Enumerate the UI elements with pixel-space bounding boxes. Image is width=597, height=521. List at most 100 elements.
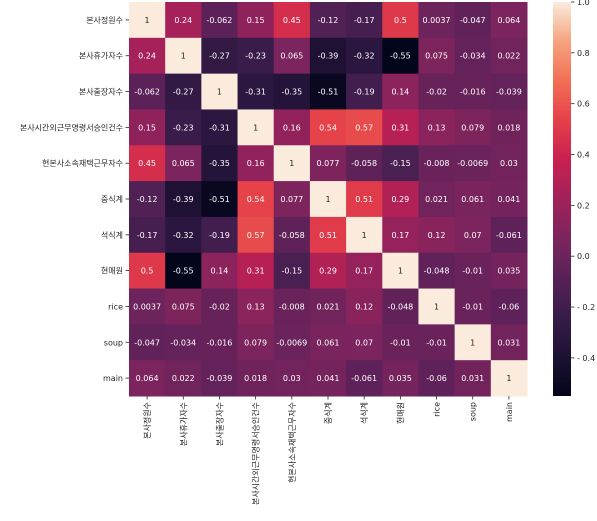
cell-value-label: -0.23 bbox=[245, 52, 266, 61]
heatmap-cell bbox=[165, 37, 202, 75]
cell-value-label: 1 bbox=[398, 267, 403, 276]
cell-value-label: 0.5 bbox=[394, 16, 407, 25]
heatmap-cell bbox=[165, 145, 202, 182]
colorbar: 1.0 0.8 0.6 0.4 0.2 0.0 - 0.2 - 0.4 bbox=[553, 0, 595, 396]
colorbar-tick-label: 0.0 bbox=[577, 252, 590, 261]
cell-value-label: 0.16 bbox=[247, 159, 265, 168]
heatmap-cell bbox=[418, 360, 456, 397]
cell-value-label: 0.57 bbox=[247, 231, 265, 240]
heatmap-cell bbox=[490, 216, 528, 254]
x-tick-label: rice bbox=[433, 402, 442, 417]
heatmap-cell bbox=[490, 252, 528, 290]
cell-value-label: 0.065 bbox=[280, 52, 303, 61]
heatmap-cell bbox=[454, 216, 492, 254]
cell-value-label: -0.01 bbox=[390, 338, 411, 347]
heatmap-cell bbox=[129, 252, 166, 290]
cell-value-label: -0.039 bbox=[496, 88, 522, 97]
cell-value-label: -0.062 bbox=[207, 16, 233, 25]
heatmap-cell bbox=[418, 288, 456, 325]
cell-value-label: -0.39 bbox=[173, 195, 194, 204]
cell-value-label: 1 bbox=[325, 195, 330, 204]
cell-value-label: 0.03 bbox=[283, 374, 301, 383]
cell-value-label: -0.034 bbox=[170, 338, 196, 347]
cell-value-label: -0.0069 bbox=[457, 159, 488, 168]
heatmap-cell bbox=[418, 109, 456, 146]
cell-value-label: -0.01 bbox=[462, 267, 483, 276]
y-tick-labels: 본사정원수본사휴가자수본사출장자수본사시간외근무명령서승인건수현본사소속재택근무… bbox=[20, 15, 129, 383]
cell-value-label: -0.31 bbox=[245, 88, 266, 97]
heatmap-cell bbox=[201, 73, 239, 110]
cell-value-label: 1 bbox=[289, 159, 294, 168]
cell-value-label: -0.35 bbox=[281, 88, 302, 97]
cell-value-label: 0.031 bbox=[497, 338, 520, 347]
cell-value-label: 0.14 bbox=[391, 88, 409, 97]
heatmap-cell bbox=[346, 216, 383, 254]
heatmap-cell bbox=[201, 181, 239, 218]
colorbar-tick-label: 0.2 bbox=[577, 201, 590, 210]
cell-value-label: 0.021 bbox=[425, 195, 448, 204]
heatmap-cell bbox=[490, 2, 528, 39]
heatmap-cell bbox=[382, 73, 419, 110]
cell-value-label: 0.12 bbox=[428, 231, 446, 240]
cell-value-label: 0.31 bbox=[391, 123, 409, 132]
heatmap-cell bbox=[129, 216, 166, 254]
y-tick-label: 석식계 bbox=[101, 230, 123, 240]
cell-value-label: 0.24 bbox=[174, 16, 192, 25]
cell-value-label: 0.51 bbox=[355, 195, 373, 204]
heatmap-cell bbox=[165, 216, 202, 254]
heatmap-cell bbox=[129, 109, 166, 146]
heatmap-cell bbox=[454, 37, 492, 75]
colorbar-tick-label: 0.4 bbox=[577, 151, 590, 160]
cell-value-label: -0.19 bbox=[209, 231, 230, 240]
cell-value-label: -0.51 bbox=[209, 195, 230, 204]
heatmap-cell bbox=[490, 360, 528, 397]
y-tick-label: 현매원 bbox=[101, 267, 123, 276]
cell-value-label: 0.075 bbox=[172, 302, 195, 311]
cell-value-label: -0.12 bbox=[137, 195, 158, 204]
heatmap-cell bbox=[382, 360, 419, 397]
heatmap-cell bbox=[273, 2, 311, 39]
cell-value-label: -0.19 bbox=[354, 88, 375, 97]
cell-value-label: 0.064 bbox=[497, 16, 520, 25]
heatmap-cell bbox=[237, 252, 275, 290]
heatmap-cell bbox=[454, 73, 492, 110]
cell-value-label: -0.02 bbox=[426, 88, 447, 97]
cell-value-label: -0.55 bbox=[173, 267, 194, 276]
cell-value-label: 0.31 bbox=[247, 267, 265, 276]
heatmap-cell bbox=[454, 252, 492, 290]
y-tick-label: 현본사소속재택근무자수 bbox=[42, 158, 123, 168]
y-tick-label: main bbox=[103, 374, 123, 383]
heatmap-cell bbox=[454, 2, 492, 39]
cell-value-label: 0.031 bbox=[461, 374, 484, 383]
cell-value-label: 0.061 bbox=[317, 338, 340, 347]
heatmap-cell bbox=[309, 37, 347, 75]
heatmap-cell bbox=[273, 360, 311, 397]
heatmap-cell bbox=[418, 181, 456, 218]
colorbar-tick-label: 0.6 bbox=[577, 100, 590, 109]
cell-value-label: -0.034 bbox=[460, 52, 486, 61]
heatmap-cell bbox=[490, 37, 528, 75]
heatmap-cell bbox=[382, 181, 419, 218]
heatmap-cell bbox=[237, 145, 275, 182]
cell-value-label: -0.061 bbox=[351, 374, 377, 383]
cell-value-label: -0.51 bbox=[318, 88, 339, 97]
cell-value-label: 0.035 bbox=[389, 374, 412, 383]
heatmap-cell bbox=[382, 252, 419, 290]
cell-value-label: 1 bbox=[434, 302, 439, 311]
heatmap-cell bbox=[165, 181, 202, 218]
cell-value-label: -0.039 bbox=[207, 374, 233, 383]
heatmap-cell bbox=[165, 73, 202, 110]
x-tick-label: 석식계 bbox=[359, 402, 369, 424]
heatmap-cell bbox=[129, 288, 166, 325]
heatmap-cell bbox=[490, 109, 528, 146]
cell-value-label: 0.018 bbox=[497, 123, 520, 132]
cell-value-label: -0.062 bbox=[134, 88, 160, 97]
heatmap-cell bbox=[201, 109, 239, 146]
heatmap-cell bbox=[237, 288, 275, 325]
heatmap-cell bbox=[165, 360, 202, 397]
heatmap-cell bbox=[201, 37, 239, 75]
cell-value-label: -0.06 bbox=[426, 374, 447, 383]
heatmap-cell bbox=[201, 252, 239, 290]
y-tick-label: 본사시간외근무명령서승인건수 bbox=[20, 122, 123, 132]
heatmap-cell bbox=[490, 145, 528, 182]
